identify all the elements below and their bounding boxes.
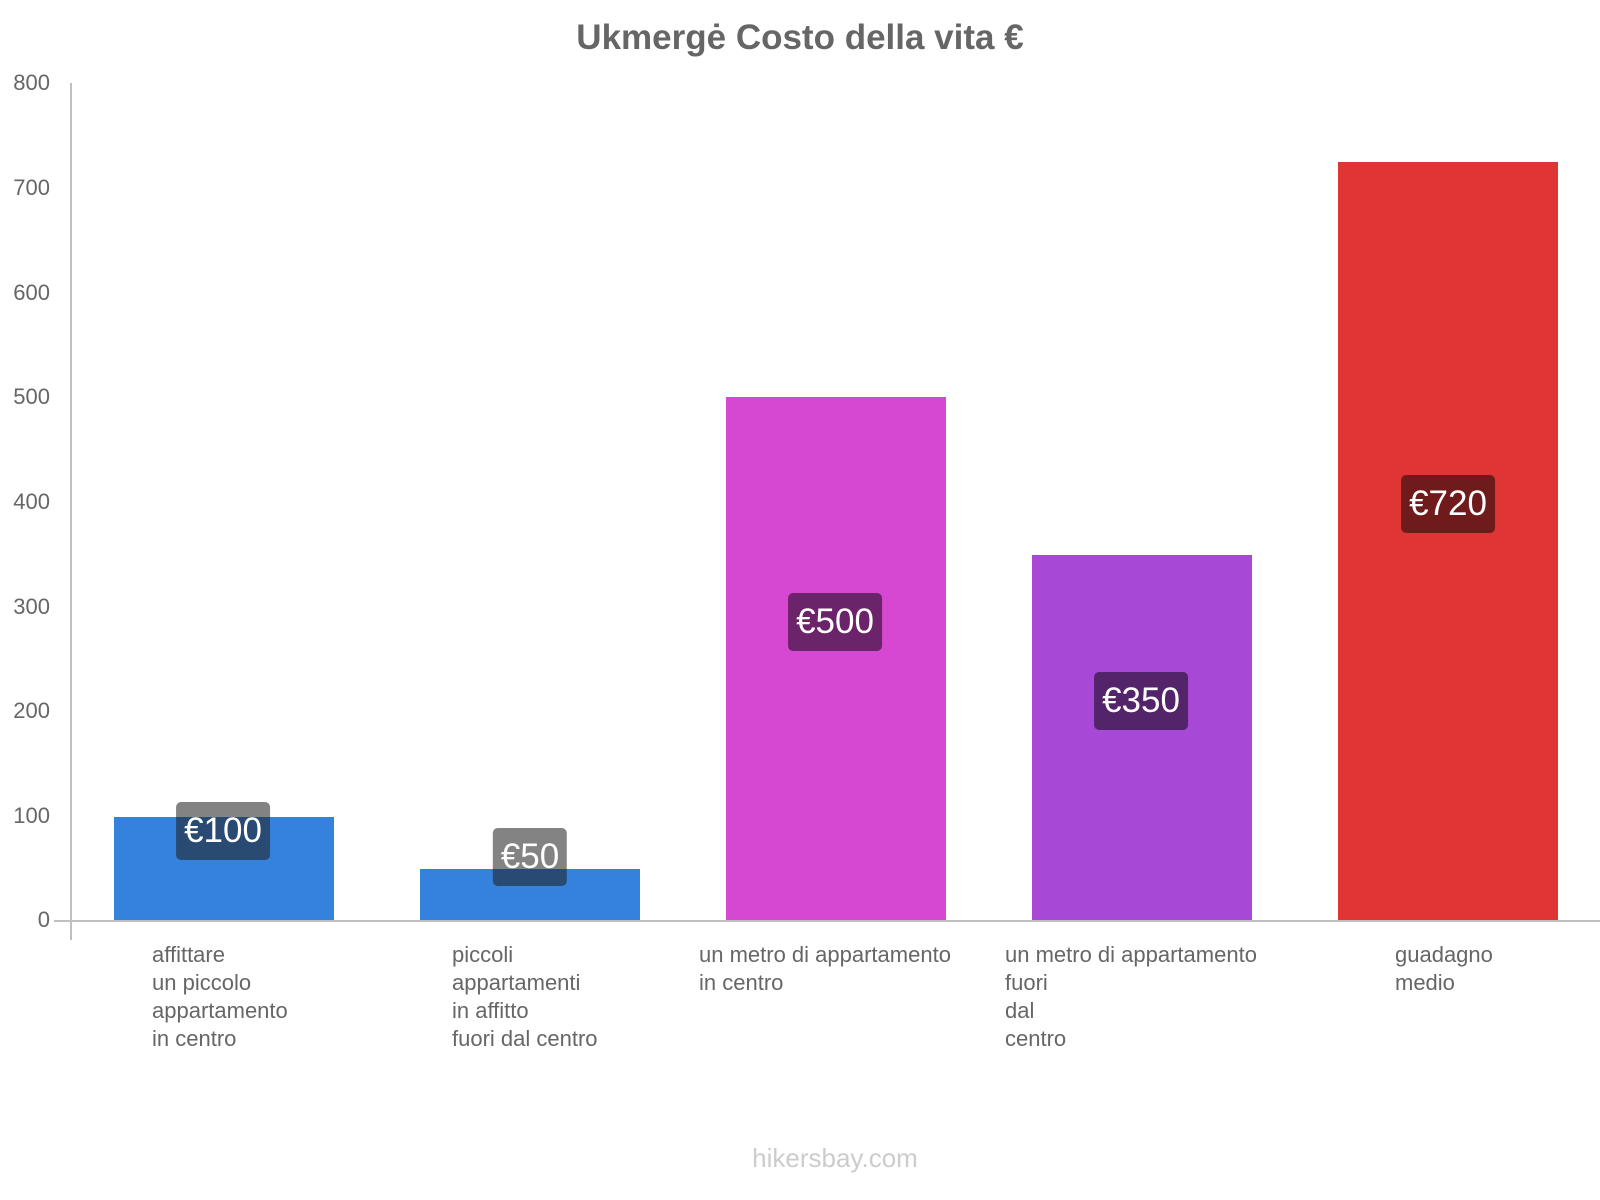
y-tick-label: 100 [13, 803, 50, 828]
x-category-label: piccoli appartamenti in affitto fuori da… [452, 942, 598, 1051]
x-category-label: guadagno medio [1395, 942, 1493, 995]
y-tick-label: 800 [13, 70, 50, 95]
bar-meter-apartment-center [726, 397, 946, 920]
y-tick-label: 200 [13, 698, 50, 723]
y-tick-label: 700 [13, 175, 50, 200]
y-tick-label: 600 [13, 280, 50, 305]
y-tick-label: 300 [13, 594, 50, 619]
chart-title: Ukmergė Costo della vita € [576, 18, 1024, 57]
bar-meter-apartment-outside-center [1032, 555, 1252, 920]
value-label: €720 [1401, 475, 1495, 533]
x-axis [54, 920, 1600, 922]
y-tick-label: 400 [13, 489, 50, 514]
value-label: €50 [492, 828, 568, 886]
value-label: €100 [176, 802, 270, 860]
value-label: €350 [1094, 672, 1188, 730]
y-tick-label: 500 [13, 384, 50, 409]
footer-watermark: hikersbay.com [752, 1143, 918, 1173]
y-tick-label: 0 [37, 907, 50, 932]
x-category-label: un metro di appartamento in centro [699, 942, 951, 995]
x-category-label: un metro di appartamento fuori dal centr… [1005, 942, 1257, 1051]
bar-average-income [1338, 162, 1558, 920]
x-category-label: affittare un piccolo appartamento in cen… [152, 942, 288, 1051]
y-axis [70, 83, 72, 940]
value-label: €500 [788, 593, 882, 651]
